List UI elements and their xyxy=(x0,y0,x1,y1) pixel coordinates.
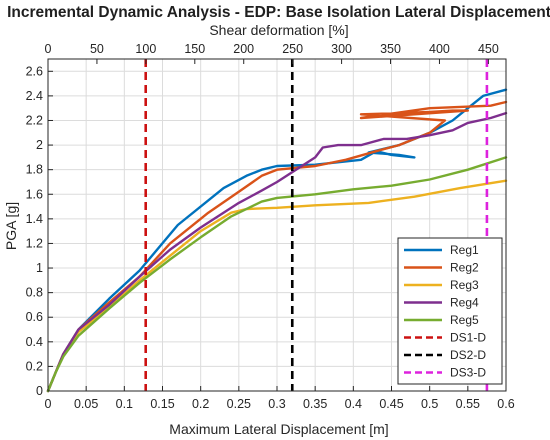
x-axis-label: Maximum Lateral Displacement [m] xyxy=(169,421,388,437)
x-tick-label: 0.45 xyxy=(379,397,403,411)
chart-title: Incremental Dynamic Analysis - EDP: Base… xyxy=(7,4,550,21)
x2-tick-label: 150 xyxy=(184,42,205,56)
legend-label-ds1-d: DS1-D xyxy=(450,331,486,345)
y-tick-label: 0 xyxy=(36,384,43,398)
legend-label-ds3-d: DS3-D xyxy=(450,366,486,380)
x-tick-label: 0.05 xyxy=(74,397,98,411)
legend-label-reg3: Reg3 xyxy=(450,278,479,292)
x2-tick-label: 350 xyxy=(380,42,401,56)
x-tick-label: 0.2 xyxy=(192,397,209,411)
series-line-reg4 xyxy=(46,111,508,393)
y-tick-label: 2.2 xyxy=(26,113,43,127)
x2-tick-label: 200 xyxy=(233,42,254,56)
y-axis-label: PGA [g] xyxy=(3,202,19,250)
axes xyxy=(47,58,507,392)
y-tick-label: 0.4 xyxy=(26,335,43,349)
x2-tick-label: 100 xyxy=(135,42,156,56)
x-tick-label: 0.6 xyxy=(497,397,514,411)
y-tick-label: 1 xyxy=(36,261,43,275)
y-tick-label: 1.8 xyxy=(26,163,43,177)
x-tick-label: 0.1 xyxy=(116,397,133,411)
legend-box xyxy=(397,237,503,385)
y-tick-label: 2.4 xyxy=(26,89,43,103)
y-tick-label: 1.2 xyxy=(26,236,43,250)
series-line-reg5 xyxy=(46,156,508,393)
x2-tick-label: 450 xyxy=(478,42,499,56)
x-tick-label: 0.3 xyxy=(268,397,285,411)
y-tick-label: 1.6 xyxy=(26,187,43,201)
x2-tick-label: 400 xyxy=(429,42,450,56)
series-lines xyxy=(46,59,508,393)
legend: Reg1 Reg2 Reg3 Reg4 Reg5 DS1-D DS2-D DS3-D xyxy=(397,237,503,385)
x-tick-label: 0 xyxy=(45,397,52,411)
x-tick-label: 0.4 xyxy=(345,397,362,411)
x-tick-label: 0.15 xyxy=(150,397,174,411)
top-axis-label: Shear deformation [%] xyxy=(209,22,348,38)
y-tick-label: 2 xyxy=(36,138,43,152)
y-tick-label: 0.2 xyxy=(26,359,43,373)
legend-label-reg1: Reg1 xyxy=(450,243,479,257)
legend-label-reg2: Reg2 xyxy=(450,261,479,275)
x-tick-label: 0.25 xyxy=(227,397,251,411)
x-tick-label: 0.55 xyxy=(456,397,480,411)
x2-tick-label: 300 xyxy=(331,42,352,56)
x2-tick-label: 0 xyxy=(45,42,52,56)
legend-label-reg5: Reg5 xyxy=(450,313,479,327)
legend-label-ds2-d: DS2-D xyxy=(450,348,486,362)
y-tick-label: 1.4 xyxy=(26,212,43,226)
y-tick-label: 0.6 xyxy=(26,310,43,324)
x-tick-label: 0.35 xyxy=(303,397,327,411)
y-tick-label: 0.8 xyxy=(26,286,43,300)
legend-label-reg4: Reg4 xyxy=(450,296,479,310)
x2-tick-label: 50 xyxy=(90,42,104,56)
plot-frame xyxy=(47,58,507,392)
x-tick-label: 0.5 xyxy=(421,397,438,411)
y-tick-label: 2.6 xyxy=(26,64,43,78)
x2-tick-label: 250 xyxy=(282,42,303,56)
tick-labels: 0 0.05 0.1 0.15 0.2 0.25 0.3 0.35 0.4 0.45 0.5 0.55… xyxy=(26,42,515,411)
